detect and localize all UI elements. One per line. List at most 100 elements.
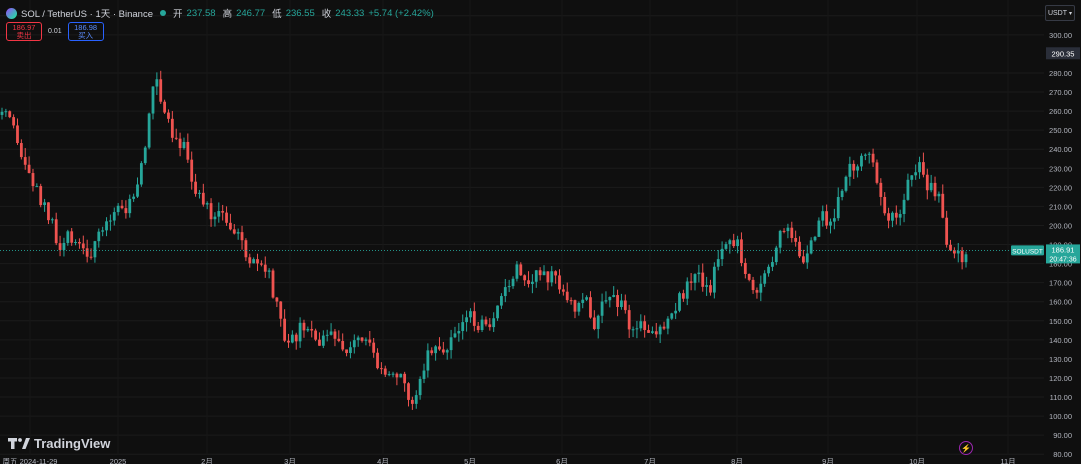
candle-body (16, 125, 19, 144)
candle-body (887, 213, 890, 221)
candle-body (178, 138, 182, 149)
y-axis-tick-label: 280.00 (1049, 69, 1072, 78)
candle-body (407, 383, 410, 400)
candle-body (538, 270, 542, 276)
candle-body (863, 154, 867, 156)
candle-body (918, 162, 921, 173)
candle-body (720, 248, 724, 260)
y-axis-tick-label: 150.00 (1049, 317, 1072, 326)
candle-body (922, 162, 925, 175)
candle-body (817, 220, 821, 237)
candle-body (786, 227, 790, 232)
candle-body (232, 229, 236, 234)
candle-body (31, 173, 35, 187)
sell-button[interactable]: 186.97 卖出 (6, 22, 42, 41)
candle-body (674, 310, 678, 314)
candle-body (341, 340, 345, 350)
y-axis-tick-label: 220.00 (1049, 183, 1072, 192)
candle-body (503, 287, 507, 297)
sell-price: 186.97 (12, 22, 36, 32)
candle-body (654, 331, 658, 335)
candle-body (174, 137, 178, 139)
open-value: 237.58 (186, 7, 216, 19)
candle-body (414, 395, 418, 404)
candle-body (89, 256, 93, 258)
candle-body (631, 329, 635, 331)
candle-body (124, 208, 128, 214)
candle-body (120, 205, 124, 209)
candle-body (782, 230, 786, 232)
currency-select[interactable]: USDT ▾ (1045, 5, 1075, 21)
candle-body (472, 311, 476, 326)
candle-body (422, 370, 426, 379)
candles (0, 70, 968, 410)
y-axis-tick-label: 120.00 (1049, 374, 1072, 383)
candle-body (457, 331, 461, 334)
candle-body (298, 322, 302, 342)
candle-body (666, 318, 670, 329)
candle-body (635, 328, 639, 330)
candle-body (109, 220, 112, 222)
candle-body (689, 281, 693, 283)
candle-body (736, 239, 739, 247)
candle-body (565, 291, 569, 301)
high-marker-badge (1046, 47, 1080, 60)
candle-body (933, 182, 937, 197)
candle-body (755, 290, 759, 293)
candle-body (693, 274, 697, 283)
candle-body (213, 216, 217, 220)
lightning-icon[interactable]: ⚡ (959, 441, 973, 455)
tradingview-mark-icon (8, 437, 30, 449)
last-price-value: 186.91 (1052, 245, 1075, 254)
market-open-dot-icon (160, 10, 167, 16)
candle-body (716, 259, 720, 267)
candle-body (929, 182, 933, 191)
candle-body (809, 240, 813, 254)
candle-body (573, 300, 577, 312)
candle-body (74, 241, 77, 243)
tradingview-logo[interactable]: TradingView (8, 436, 110, 451)
candle-body (39, 186, 43, 206)
candle-body (314, 330, 317, 340)
x-axis-tick-label: 7月 (644, 457, 656, 464)
candle-body (790, 227, 794, 238)
candle-body (840, 190, 844, 197)
y-axis-tick-label: 160.00 (1049, 298, 1072, 307)
candle-body (321, 335, 325, 346)
x-axis-tick-label: 周五 2024-11-29 (3, 457, 58, 464)
candle-body (891, 212, 894, 221)
candle-body (902, 199, 906, 215)
y-axis-tick-label: 170.00 (1049, 279, 1072, 288)
candle-body (62, 242, 66, 250)
candle-body (596, 315, 600, 329)
x-axis-tick-label: 9月 (822, 457, 834, 464)
candle-body (511, 278, 515, 287)
candle-body (229, 222, 232, 230)
candle-body (383, 368, 387, 375)
candle-body (337, 338, 341, 341)
y-axis-tick-label: 130.00 (1049, 355, 1072, 364)
candle-body (685, 281, 689, 299)
candle-body (66, 231, 70, 243)
x-axis-tick-label: 2025 (110, 457, 127, 464)
buy-button[interactable]: 186.98 买入 (67, 22, 104, 41)
grid-lines (0, 15, 1044, 455)
candle-body (480, 319, 484, 331)
symbol-title[interactable]: SOL / TetherUS · 1天 · Binance (21, 9, 154, 20)
candle-body (561, 289, 565, 292)
candle-body (376, 352, 379, 369)
candle-body (910, 175, 914, 180)
candle-body (27, 164, 31, 174)
candle-body (112, 212, 116, 221)
candle-body (856, 166, 859, 171)
candle-body (759, 283, 763, 293)
candle-body (945, 217, 949, 245)
candle-body (47, 202, 50, 221)
high-marker-value: 290.35 (1052, 49, 1075, 58)
y-axis-tick-label: 260.00 (1049, 107, 1072, 116)
candle-body (302, 322, 306, 331)
y-axis-tick-label: 200.00 (1049, 221, 1072, 230)
